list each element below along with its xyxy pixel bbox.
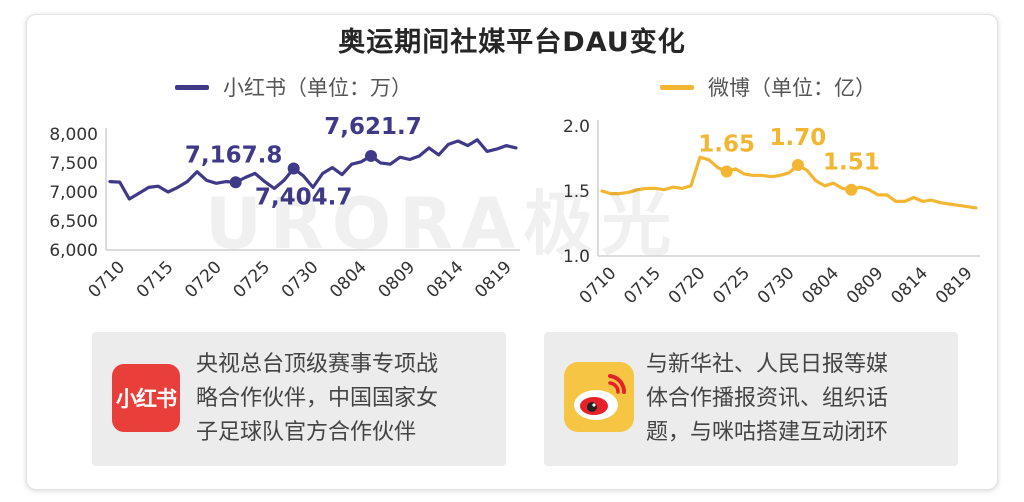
data-point-marker: [365, 149, 377, 162]
data-point-marker: [791, 159, 804, 171]
data-point-label: 1.70: [770, 125, 827, 151]
data-point-label: 7,404.7: [255, 185, 353, 211]
card-text-line: 与新华社、人民日报等媒: [646, 352, 889, 377]
legend-label-xiaohongshu: 小红书（单位：万）: [223, 76, 412, 100]
data-point-label: 1.65: [698, 132, 755, 158]
x-tick-label: 0804: [798, 263, 843, 308]
x-tick-label: 0809: [843, 263, 888, 308]
card-text-line: 央视总台顶级赛事专项战: [196, 352, 439, 377]
x-tick-label: 0730: [754, 263, 799, 308]
x-tick-label: 0710: [576, 263, 621, 308]
x-tick-label: 0710: [84, 257, 129, 302]
y-tick-label: 8,000: [49, 125, 98, 145]
weibo-card-text: 与新华社、人民日报等媒 体合作播报资讯、组织话 题，与咪咕搭建互动闭环: [646, 348, 888, 450]
x-tick-label: 0715: [133, 257, 178, 302]
legend-weibo: 微博（单位：亿）: [660, 74, 876, 100]
data-point-marker: [720, 165, 733, 178]
data-point-marker: [287, 162, 300, 175]
x-tick-label: 0725: [709, 263, 754, 308]
data-point-marker: [229, 176, 242, 189]
xiaohongshu-card-text: 央视总台顶级赛事专项战 略合作伙伴，中国国家女 子足球队官方合作伙伴: [196, 348, 438, 450]
x-tick-label: 0715: [620, 263, 665, 308]
xiaohongshu-info-card: 小红书 央视总台顶级赛事专项战 略合作伙伴，中国国家女 子足球队官方合作伙伴: [92, 332, 506, 466]
x-tick-label: 0819: [932, 263, 977, 308]
legend-xiaohongshu: 小红书（单位：万）: [175, 74, 412, 100]
x-tick-label: 0814: [887, 263, 932, 308]
y-tick-label: 1.0: [563, 247, 590, 267]
x-tick-label: 0730: [278, 257, 323, 302]
y-tick-label: 6,000: [49, 241, 98, 261]
y-tick-label: 6,500: [49, 212, 98, 232]
y-tick-label: 7,500: [49, 154, 98, 174]
weibo-info-card: 与新华社、人民日报等媒 体合作播报资讯、组织话 题，与咪咕搭建互动闭环: [544, 332, 958, 466]
chart-title: 奥运期间社媒平台DAU变化: [338, 27, 686, 58]
card-text-line: 略合作伙伴，中国国家女: [196, 386, 439, 411]
data-point-label: 7,621.7: [324, 114, 422, 140]
xiaohongshu-logo-icon: 小红书: [112, 364, 180, 432]
x-tick-label: 0809: [374, 257, 419, 302]
y-tick-label: 1.5: [563, 182, 590, 202]
series-line: [108, 138, 518, 201]
x-tick-label: 0804: [326, 257, 371, 302]
weibo-logo-icon: [564, 362, 634, 432]
data-point-label: 1.51: [823, 150, 880, 176]
x-tick-label: 0720: [181, 257, 226, 302]
legend-swatch-xiaohongshu: [175, 84, 209, 90]
x-tick-label: 0720: [665, 263, 710, 308]
card-text-line: 子足球队官方合作伙伴: [196, 420, 417, 445]
series-line: [600, 155, 978, 210]
x-tick-label: 0725: [229, 257, 274, 302]
data-point-label: 7,167.8: [185, 142, 283, 168]
y-tick-label: 7,000: [49, 183, 98, 203]
x-tick-label: 0819: [471, 257, 516, 302]
card-text-line: 体合作播报资讯、组织话: [646, 386, 889, 411]
x-tick-label: 0814: [423, 257, 468, 302]
card-text-line: 题，与咪咕搭建互动闭环: [646, 420, 889, 445]
y-tick-label: 2.0: [563, 117, 590, 137]
data-point-marker: [845, 183, 858, 196]
legend-label-weibo: 微博（单位：亿）: [708, 76, 876, 100]
legend-swatch-weibo: [660, 84, 694, 90]
